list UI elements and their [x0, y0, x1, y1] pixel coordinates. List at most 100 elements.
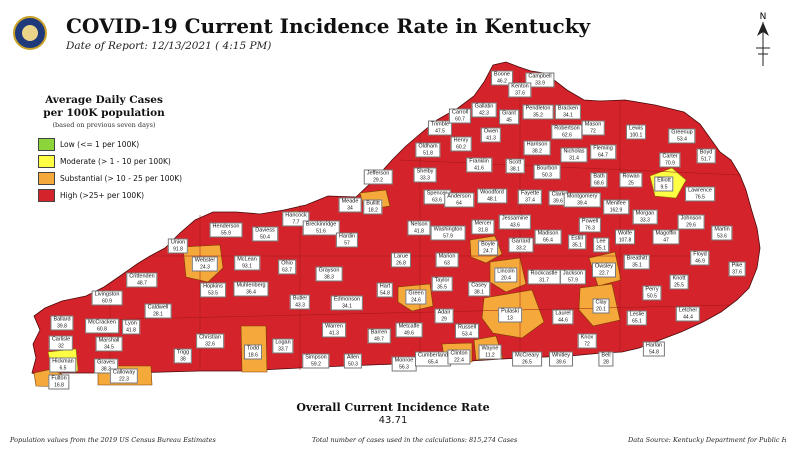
county-name: Powell — [581, 218, 599, 225]
county-name: Franklin — [469, 158, 489, 165]
county-value: 38.3 — [324, 274, 334, 280]
county-name: McCreary — [515, 352, 539, 359]
legend-label-substantial: Substantial (> 10 - 25 per 100K) — [60, 174, 183, 183]
county-name: Henderson — [212, 223, 240, 230]
county-name: Henry — [453, 137, 469, 144]
county-value: 54.8 — [649, 349, 659, 355]
county-name: Wayne — [481, 345, 499, 352]
county-label-larue: Larue 26.8 — [390, 252, 412, 268]
map-legend: Average Daily Cases per 100K population … — [30, 94, 182, 204]
county-label-barren: Barren 49.7 — [367, 328, 391, 344]
county-label-boyd: Boyd 51.7 — [696, 148, 716, 164]
county-name: Pulaski — [501, 308, 519, 315]
county-label-logan: Logan 33.7 — [272, 338, 294, 354]
county-value: 18.2 — [368, 207, 378, 213]
county-value: 43.6 — [510, 222, 520, 228]
county-name: Green — [408, 290, 424, 297]
county-value: 53.6 — [717, 233, 727, 239]
county-label-henderson: Henderson 55.9 — [209, 222, 243, 238]
county-name: Garrard — [511, 238, 531, 245]
county-value: 13 — [507, 315, 513, 321]
county-name: Montgomery — [566, 193, 598, 200]
county-label-knox: Knox 72 — [577, 333, 597, 349]
county-name: Shelby — [416, 168, 434, 175]
county-value: 31.4 — [569, 155, 579, 161]
county-value: 59.2 — [311, 361, 321, 367]
county-name: Edmonson — [333, 296, 361, 303]
county-name: Jackson — [562, 270, 584, 277]
county-name: Meade — [341, 198, 359, 205]
county-value: 22.7 — [599, 270, 609, 276]
county-label-estill: Estill 35.1 — [568, 234, 586, 250]
county-name: Logan — [275, 339, 291, 346]
county-label-elliott: Elliott 9.5 — [654, 176, 674, 192]
county-name: Washington — [433, 226, 463, 233]
county-name: Woodford — [480, 189, 504, 196]
county-value: 29 — [441, 316, 447, 322]
county-label-jefferson: Jefferson 29.2 — [363, 169, 393, 185]
north-arrow-icon: N — [756, 12, 770, 66]
county-value: 72 — [584, 341, 590, 347]
county-label-knott: Knott 25.5 — [669, 274, 689, 290]
county-label-woodford: Woodford 48.1 — [477, 188, 507, 204]
county-value: 41.6 — [474, 165, 484, 171]
county-name: Butler — [292, 295, 308, 302]
county-label-simpson: Simpson 59.2 — [302, 353, 330, 369]
county-value: 33.3 — [640, 217, 650, 223]
county-name: Hickman — [52, 358, 74, 365]
county-label-crittenden: Crittenden 48.7 — [126, 272, 158, 288]
county-label-edmonson: Edmonson 34.1 — [330, 295, 364, 311]
county-value: 26.8 — [396, 260, 406, 266]
county-value: 43.3 — [295, 302, 305, 308]
county-name: Kenton — [511, 83, 529, 90]
county-value: 44.4 — [683, 314, 693, 320]
county-label-martin: Martin 53.6 — [711, 225, 733, 241]
county-name: Bourbon — [536, 165, 558, 172]
county-label-carroll: Carroll 60.7 — [448, 108, 472, 124]
county-name: Spencer — [426, 190, 448, 197]
county-label-anderson: Anderson 64 — [444, 192, 474, 208]
county-name: Pike — [731, 262, 743, 269]
county-name: Caldwell — [147, 304, 169, 311]
county-value: 54.8 — [380, 290, 390, 296]
county-name: Breckinridge — [305, 221, 337, 228]
county-name: Rockcastle — [530, 270, 558, 277]
county-name: Knox — [580, 334, 594, 341]
county-label-meade: Meade 34 — [338, 197, 362, 213]
county-name: Trimble — [430, 121, 450, 128]
county-value: 45 — [506, 117, 512, 123]
county-value: 48.1 — [487, 196, 497, 202]
county-value: 31.8 — [478, 227, 488, 233]
legend-item-high: High (>25+ per 100K) — [30, 187, 178, 204]
county-label-magoffin: Magoffin 47 — [652, 229, 680, 245]
county-label-nelson: Nelson 41.8 — [407, 220, 431, 236]
county-label-ballard: Ballard 39.8 — [50, 315, 74, 331]
county-label-morgan: Morgan 33.3 — [632, 209, 658, 225]
county-name: Mercer — [474, 220, 492, 227]
county-value: 63.7 — [282, 267, 292, 273]
county-name: Lee — [596, 238, 606, 245]
legend-item-low: Low (<= 1 per 100K) — [30, 136, 178, 153]
county-name: Lyon — [125, 320, 137, 327]
county-name: Muhlenberg — [236, 282, 266, 289]
county-name: Todd — [247, 345, 259, 352]
legend-swatch-high — [38, 189, 55, 202]
county-label-letcher: Letcher 44.4 — [675, 306, 701, 322]
county-label-carlisle: Carlisle 32 — [48, 335, 74, 351]
county-name: Jessamine — [501, 215, 529, 222]
county-label-gallatin: Gallatin 42.3 — [471, 102, 497, 118]
county-label-monroe: Monroe 56.3 — [391, 356, 417, 372]
county-value: 33.7 — [278, 346, 288, 352]
county-name: Carroll — [451, 109, 469, 116]
county-value: 60.2 — [456, 144, 466, 150]
county-label-menifee: Menifee 162.9 — [603, 199, 629, 215]
county-name: Estill — [571, 235, 583, 242]
legend-title-line2: per 100K population — [43, 107, 165, 119]
county-label-grant: Grant 45 — [499, 109, 519, 125]
county-label-marshall: Marshall 34.5 — [95, 336, 123, 352]
county-name: Crittenden — [129, 273, 155, 280]
county-name: Leslie — [629, 311, 645, 318]
county-label-wolfe: Wolfe 107.8 — [615, 229, 635, 245]
county-value: 76.5 — [695, 194, 705, 200]
county-value: 107.8 — [618, 237, 632, 243]
